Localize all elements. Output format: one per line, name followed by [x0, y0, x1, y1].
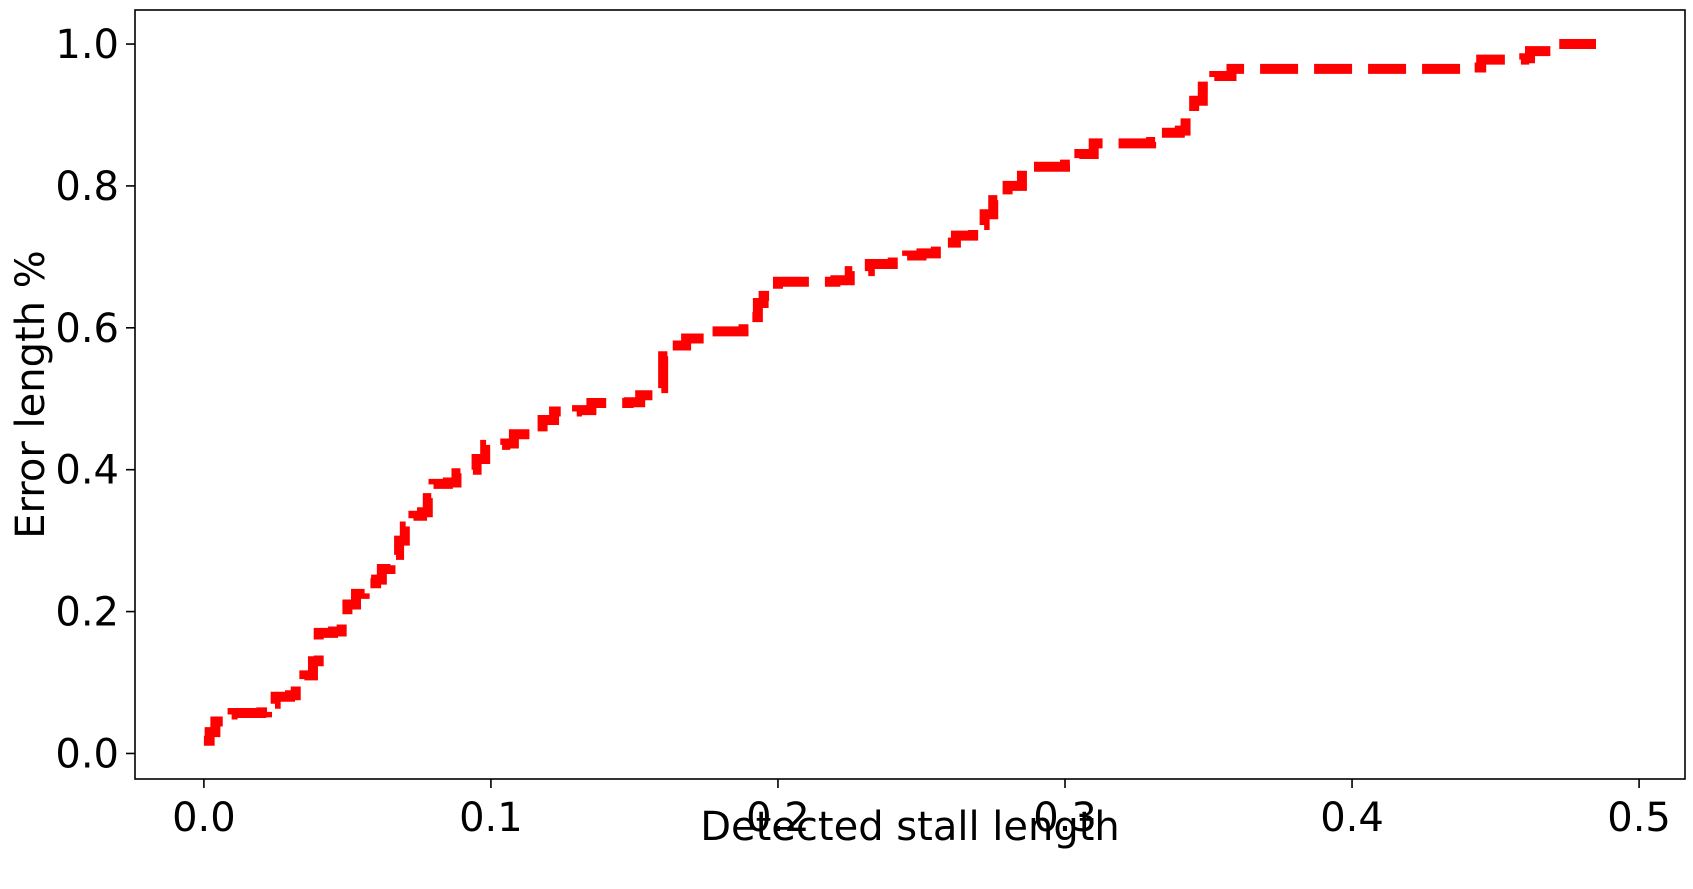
- y-axis: 0.0 0.2 0.4 0.6 0.8 1.0: [55, 22, 135, 777]
- y-tick-label: 0.0: [55, 731, 119, 777]
- y-axis-title: Error length %: [8, 250, 54, 538]
- x-tick-label: 0.4: [1320, 795, 1384, 841]
- y-tick-label: 1.0: [55, 22, 119, 68]
- y-tick-label: 0.8: [55, 164, 119, 210]
- plot-frame: [134, 9, 1686, 780]
- y-tick-label: 0.6: [55, 306, 119, 352]
- x-tick-label: 0.0: [172, 795, 236, 841]
- x-tick-label: 0.3: [1033, 795, 1097, 841]
- y-tick-label: 0.2: [55, 590, 119, 636]
- x-tick-label: 0.5: [1607, 795, 1671, 841]
- series-layer: [203, 39, 1597, 746]
- x-tick-label: 0.1: [459, 795, 523, 841]
- x-axis: 0.0 0.1 0.2 0.3 0.4 0.5: [172, 779, 1671, 841]
- y-tick-label: 0.4: [55, 448, 119, 494]
- x-tick-label: 0.2: [746, 795, 810, 841]
- x-axis-title: Detected stall length: [700, 804, 1120, 850]
- series-line-0: [203, 39, 1597, 746]
